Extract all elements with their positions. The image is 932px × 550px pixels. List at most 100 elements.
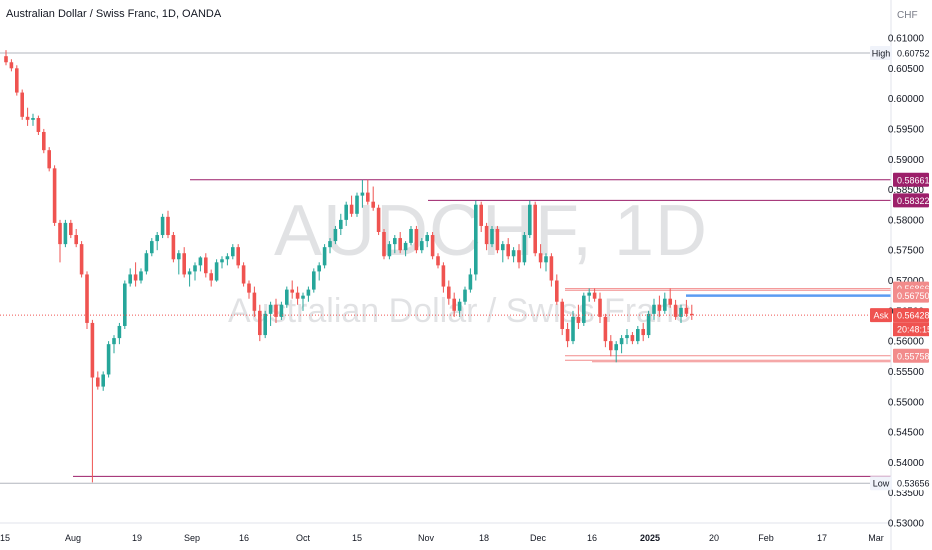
candle-body [598, 298, 602, 317]
level-tag-box [893, 193, 929, 208]
candle-body [69, 222, 73, 236]
time-tick-label: Nov [418, 533, 435, 543]
candle-body [182, 253, 186, 275]
candle-body [479, 204, 483, 226]
price-scale-tags: 0.60752High0.586610.583220.568660.567500… [870, 46, 932, 491]
candle-body [96, 377, 100, 387]
candle-body [657, 304, 662, 311]
time-tick-label: Feb [758, 533, 774, 543]
candle-body [231, 247, 235, 257]
candlestick-series [4, 50, 694, 483]
candle-body [376, 207, 381, 232]
ask-tag-box [893, 308, 929, 323]
candle-body [403, 242, 408, 251]
level-tag-value: 0.58661 [897, 175, 930, 185]
candle-body [333, 228, 338, 242]
candle-body [339, 219, 343, 229]
candle-body [690, 313, 694, 316]
time-axis[interactable]: 15 Aug 19 Sep 16 Oct 15 Nov 18 Dec 16 2025 20 Feb 17 Ma… [0, 533, 884, 543]
candle-body [252, 292, 257, 311]
time-tick-label: 17 [817, 533, 827, 543]
candle-body [144, 253, 149, 272]
candle-body [247, 283, 251, 293]
low-tag-label: Low [873, 479, 890, 489]
price-tick-label: 0.54000 [888, 458, 925, 469]
candle-body [684, 307, 689, 314]
time-tick-label: Mar [868, 533, 884, 543]
candle-body [630, 335, 635, 342]
low-tag-value: 0.53656 [897, 479, 930, 489]
candle-body [74, 235, 78, 245]
time-tick-label: 20 [709, 533, 719, 543]
time-tick-label: 16 [587, 533, 597, 543]
candle-body [63, 222, 68, 245]
price-tick-label: 0.57000 [888, 276, 925, 287]
time-tick-label: 2025 [640, 533, 660, 543]
level-tag-box [893, 288, 929, 303]
candle-body [112, 338, 116, 345]
candle-body [555, 280, 559, 302]
candle-body [4, 56, 8, 63]
candle-body [441, 265, 446, 287]
candle-body [133, 274, 138, 281]
candle-body [90, 322, 95, 378]
candle-body [20, 92, 24, 117]
candle-body [15, 68, 19, 93]
low-tag-label-box [870, 476, 892, 491]
ask-tag-label: Ask [873, 311, 889, 321]
candle-body [160, 216, 165, 236]
candle-body [425, 235, 429, 242]
candle-body [9, 62, 14, 69]
price-tick-label: 0.59000 [888, 155, 925, 166]
candle-body [285, 289, 289, 305]
candle-body [220, 259, 224, 263]
candle-body [544, 256, 548, 263]
candle-body [549, 256, 554, 281]
candle-body [263, 313, 267, 336]
candle-body [646, 313, 651, 336]
candle-body [301, 295, 305, 299]
candle-body [322, 247, 327, 266]
candle-body [31, 118, 35, 120]
candle-body [204, 257, 208, 274]
time-tick-label: Aug [65, 533, 81, 543]
candle-body [312, 271, 316, 290]
high-tag-label-box [870, 46, 892, 61]
candle-body [592, 292, 597, 299]
currency-label[interactable]: CHF [897, 10, 918, 21]
candle-body [463, 289, 467, 302]
candle-body [393, 238, 397, 245]
candle-body [625, 335, 629, 339]
candle-body [603, 316, 608, 342]
horizontal-levels [0, 52, 891, 484]
candle-body [663, 298, 667, 311]
candle-body [679, 307, 683, 317]
level-tag-box [893, 348, 929, 363]
candle-body [474, 204, 478, 275]
candle-body [457, 301, 462, 311]
candle-body [619, 338, 624, 345]
candle-body [409, 228, 413, 243]
level-tag-value: 0.55758 [897, 351, 930, 361]
price-axis[interactable]: 0.61000 0.60500 0.60000 0.59500 0.59000 0.585… [888, 34, 925, 530]
price-tick-label: 0.61000 [888, 34, 925, 45]
candle-body [171, 235, 176, 260]
price-tick-label: 0.57500 [888, 246, 925, 257]
candle-body [187, 271, 192, 275]
candle-body [290, 289, 294, 293]
candle-body [236, 247, 240, 266]
candle-body [166, 216, 170, 236]
candle-body [452, 298, 456, 311]
time-tick-label: Oct [296, 533, 311, 543]
candle-body [522, 235, 527, 263]
price-tick-label: 0.54500 [888, 428, 925, 439]
candle-body [295, 292, 300, 299]
candle-body [79, 244, 84, 275]
candle-body [355, 195, 359, 214]
time-tick-label: Dec [530, 533, 547, 543]
candle-body [306, 289, 311, 296]
candle-body [576, 316, 581, 323]
candle-body [85, 274, 89, 323]
candle-body [328, 241, 332, 248]
